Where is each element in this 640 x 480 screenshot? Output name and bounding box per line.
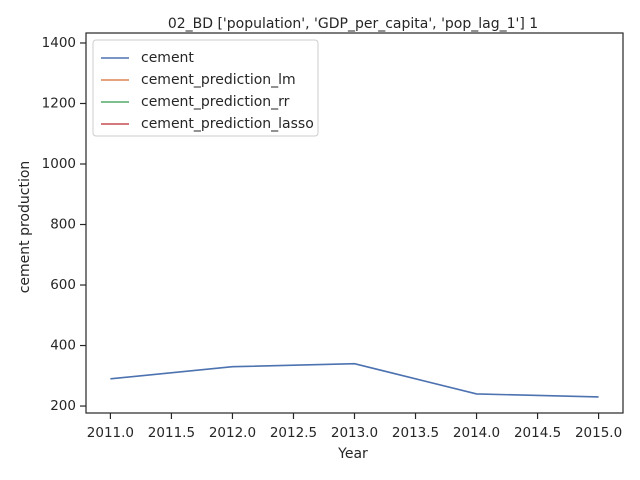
- y-tick-label: 1200: [42, 95, 76, 111]
- x-tick-label: 2014.0: [453, 425, 500, 441]
- x-tick-label: 2015.0: [575, 425, 622, 441]
- x-axis-label: Year: [337, 446, 368, 462]
- x-tick-label: 2013.0: [331, 425, 378, 441]
- chart-title: 02_BD ['population', 'GDP_per_capita', '…: [168, 16, 538, 32]
- y-tick-label: 200: [50, 398, 76, 414]
- legend-label: cement_prediction_rr: [141, 94, 290, 110]
- x-tick-label: 2013.5: [392, 425, 439, 441]
- y-tick-label: 600: [50, 277, 76, 293]
- legend-box: [92, 39, 319, 137]
- x-tick-label: 2011.0: [87, 425, 134, 441]
- x-tick-label: 2012.5: [270, 425, 317, 441]
- legend-label: cement: [141, 50, 194, 66]
- x-tick-label: 2011.5: [148, 425, 195, 441]
- legend: cement cement_prediction_lm cement_predict…: [92, 39, 319, 137]
- y-tick-label: 400: [50, 338, 76, 354]
- y-tick-label: 1400: [42, 35, 76, 51]
- y-axis-label: cement production: [17, 161, 33, 294]
- series-line: [110, 362, 599, 398]
- x-tick-label: 2014.5: [514, 425, 561, 441]
- legend-label: cement_prediction_lasso: [141, 116, 314, 132]
- legend-label: cement_prediction_lm: [141, 72, 296, 88]
- plot-frame: [85, 32, 624, 414]
- y-tick-label: 800: [50, 217, 76, 233]
- y-tick-label: 1000: [42, 156, 76, 172]
- x-tick-label: 2012.0: [209, 425, 256, 441]
